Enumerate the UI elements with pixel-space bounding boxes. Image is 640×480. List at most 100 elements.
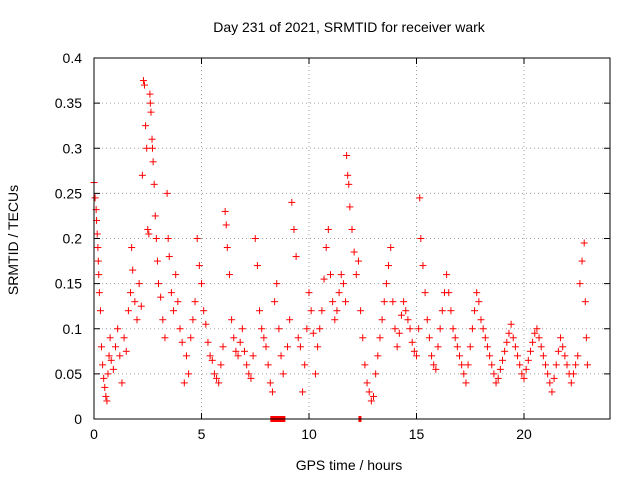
data-point — [133, 316, 141, 324]
axis-ticks: 0 5 10 15 20 0 0.05 0.1 0.15 0.2 0.25 0.3 0.35 0.4 — [55, 50, 610, 442]
data-point — [137, 302, 145, 310]
data-point — [447, 307, 455, 315]
data-point — [309, 329, 317, 337]
data-point — [533, 325, 541, 333]
data-point — [483, 343, 491, 351]
data-point — [164, 235, 172, 242]
data-point — [217, 361, 225, 369]
data-point — [471, 307, 479, 315]
data-point — [167, 289, 175, 297]
x-tick-label: 0 — [90, 426, 98, 442]
data-point — [475, 298, 483, 306]
data-point — [348, 225, 356, 233]
data-point — [301, 361, 309, 369]
data-point — [460, 370, 468, 378]
data-point — [149, 158, 157, 166]
data-point — [228, 316, 236, 324]
data-point — [468, 325, 476, 333]
data-point — [275, 325, 283, 333]
data-point — [542, 361, 549, 369]
data-point — [387, 244, 395, 252]
data-point — [445, 289, 453, 297]
data-point — [488, 361, 496, 369]
data-point — [245, 370, 253, 378]
data-point — [260, 334, 268, 342]
data-point — [161, 334, 169, 342]
data-point — [174, 298, 182, 306]
data-point — [552, 361, 560, 369]
data-point — [374, 352, 382, 360]
data-point — [204, 338, 212, 346]
data-point — [215, 379, 223, 387]
data-point — [268, 388, 276, 396]
data-point — [583, 361, 591, 369]
data-point — [116, 352, 124, 360]
data-point — [144, 225, 152, 233]
data-point — [563, 361, 571, 369]
y-tick-label: 0.4 — [63, 50, 83, 66]
y-tick-label: 0 — [74, 411, 82, 427]
data-point — [391, 325, 399, 333]
data-point — [539, 352, 547, 360]
data-point — [279, 370, 287, 378]
data-point — [350, 248, 358, 256]
data-point — [152, 235, 160, 242]
data-point — [213, 374, 221, 382]
data-point — [273, 280, 281, 288]
data-point — [187, 334, 195, 342]
data-point — [249, 352, 257, 360]
data-point — [288, 198, 296, 206]
data-point — [382, 280, 390, 288]
data-point — [100, 374, 108, 382]
data-point — [172, 271, 180, 279]
data-point — [481, 334, 489, 342]
data-point — [428, 352, 436, 360]
data-point — [421, 289, 429, 297]
x-axis-label: GPS time / hours — [296, 457, 403, 473]
data-point — [522, 365, 530, 373]
data-point — [462, 379, 470, 387]
plot-frame — [93, 57, 611, 420]
data-point — [505, 329, 513, 337]
data-point — [531, 329, 539, 337]
data-point — [344, 171, 352, 179]
data-point — [423, 316, 431, 324]
data-point — [537, 343, 545, 351]
data-point — [357, 307, 365, 315]
data-point — [314, 343, 322, 351]
data-point — [277, 352, 285, 360]
data-point — [376, 334, 384, 342]
data-point — [243, 361, 251, 369]
data-point — [185, 370, 193, 378]
data-point — [232, 347, 240, 355]
y-tick-label: 0.25 — [55, 185, 82, 201]
data-point — [129, 266, 137, 274]
data-point — [234, 352, 242, 360]
data-point — [464, 361, 472, 369]
data-point — [561, 352, 569, 360]
data-point — [284, 343, 291, 351]
data-point — [572, 361, 580, 369]
data-point — [292, 253, 300, 261]
data-point — [408, 338, 416, 346]
data-point — [210, 370, 218, 378]
data-point — [230, 334, 238, 342]
data-point — [112, 343, 119, 351]
data-point — [145, 230, 153, 238]
data-point — [159, 316, 167, 324]
data-point — [94, 244, 102, 252]
data-point — [95, 289, 103, 297]
data-point — [466, 343, 474, 351]
data-point — [337, 271, 345, 279]
data-point — [327, 271, 334, 279]
data-point — [200, 307, 208, 315]
data-point — [131, 298, 139, 306]
data-point — [473, 289, 481, 297]
data-point — [241, 347, 248, 355]
data-point — [135, 280, 143, 288]
data-point — [354, 257, 362, 265]
data-point — [574, 352, 582, 360]
data-point — [345, 180, 353, 188]
data-point — [178, 338, 186, 346]
data-point — [322, 244, 330, 252]
